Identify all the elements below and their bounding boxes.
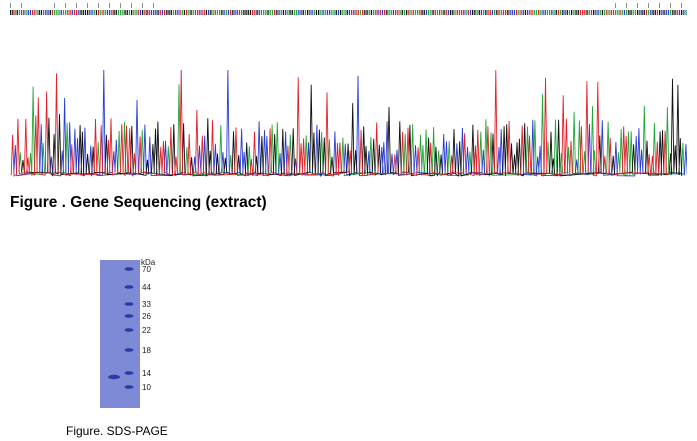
marker-label-26: 26: [142, 312, 151, 321]
figure-gene-sequencing-caption: Figure . Gene Sequencing (extract): [10, 194, 267, 211]
marker-label-70: 70: [142, 265, 151, 274]
marker-label-33: 33: [142, 300, 151, 309]
marker-label-22: 22: [142, 326, 151, 335]
marker-label-18: 18: [142, 346, 151, 355]
marker-band-22: [124, 328, 134, 332]
marker-labels: 70 44 33 26 22 18 14 10: [142, 265, 151, 392]
marker-label-10: 10: [142, 383, 151, 392]
chromatogram-trace: [10, 69, 687, 178]
trace-channel-g: [21, 78, 683, 178]
gel-lane-background: [100, 260, 140, 408]
base-call-strip: [10, 3, 687, 15]
marker-band-33: [124, 302, 134, 306]
marker-unit-label: kDa: [141, 258, 156, 267]
marker-band-26: [124, 314, 134, 318]
marker-band-70: [124, 267, 134, 271]
sds-page-gel-image: kDa 70 44 33 26 22 18 14 10: [100, 258, 156, 408]
marker-label-44: 44: [142, 283, 151, 292]
marker-label-14: 14: [142, 369, 151, 378]
marker-ladder: [124, 267, 134, 389]
marker-band-14: [124, 371, 134, 375]
marker-band-44: [124, 285, 134, 289]
sample-protein-band: [108, 374, 120, 380]
trace-channel-t: [10, 69, 667, 177]
figure-sds-page-caption: Figure. SDS-PAGE: [66, 424, 168, 438]
marker-band-18: [124, 348, 134, 352]
marker-band-10: [124, 385, 134, 389]
